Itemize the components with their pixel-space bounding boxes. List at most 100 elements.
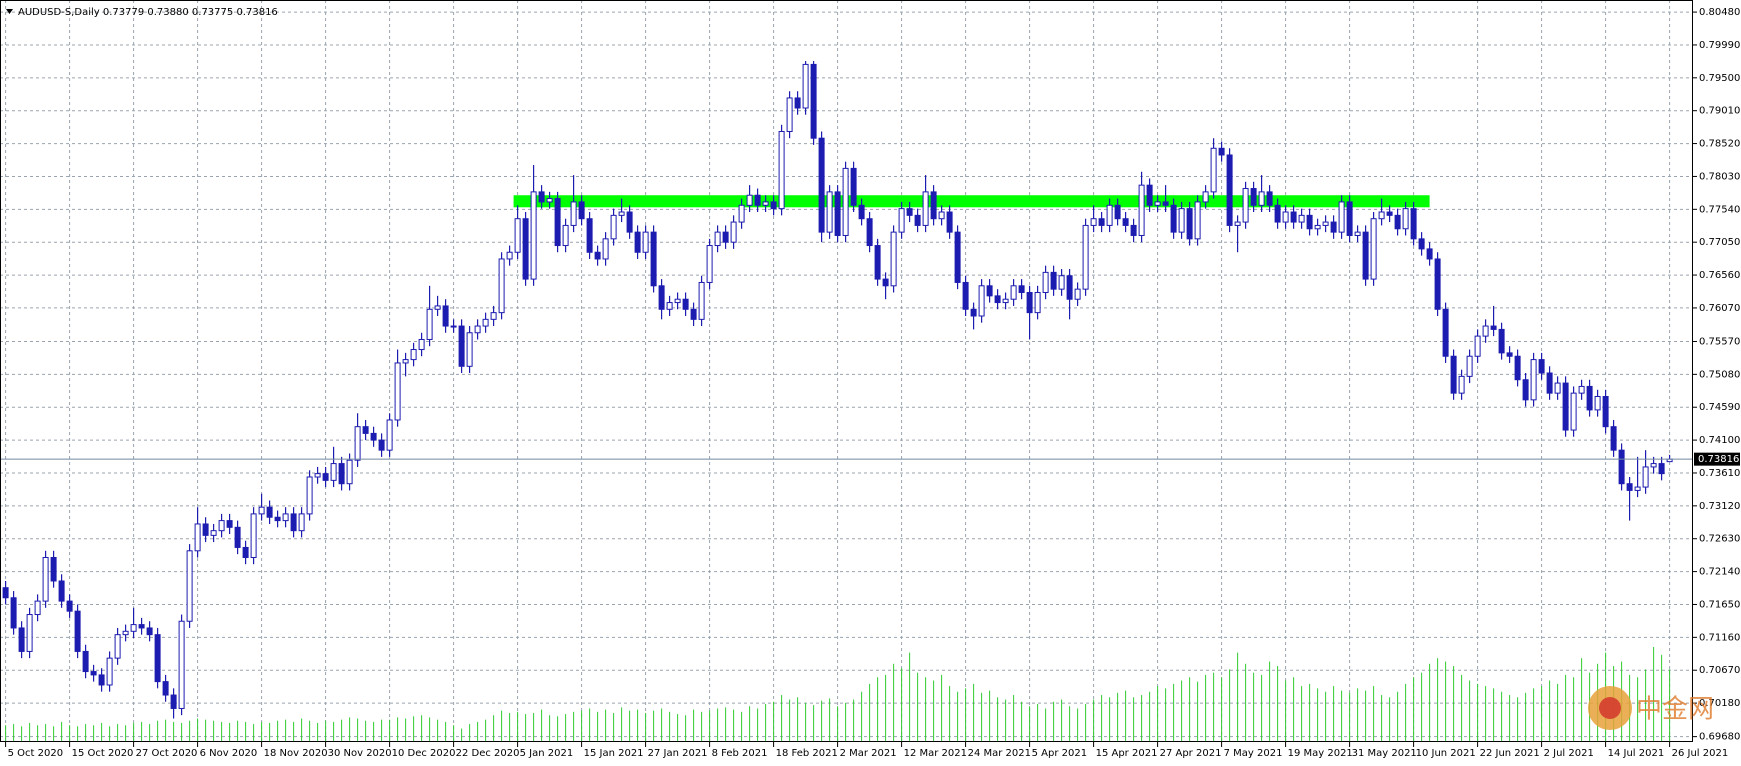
candle-body-up — [1634, 486, 1641, 491]
candle-body-up — [1298, 214, 1305, 223]
y-tick-label: 0.72630 — [1699, 534, 1740, 545]
menu-arrow[interactable] — [6, 9, 13, 14]
candle-body-up — [1474, 335, 1481, 357]
candle-body-down — [1434, 258, 1441, 310]
candle-body-down — [1626, 483, 1633, 491]
candle-body-down — [770, 201, 777, 210]
y-tick-label: 0.73610 — [1699, 468, 1740, 479]
candle-body-down — [1562, 382, 1569, 431]
candle-body-down — [682, 298, 689, 310]
x-tick-label: 18 Feb 2021 — [776, 748, 838, 759]
y-tick-label: 0.70180 — [1699, 698, 1740, 709]
candle-body-down — [1218, 147, 1225, 156]
watermark-logo-inner — [1599, 697, 1621, 719]
candle-body-down — [858, 204, 865, 220]
candle-body-up — [506, 251, 513, 260]
candle-body-up — [546, 198, 553, 203]
candle-body-down — [754, 194, 761, 206]
candle-body-up — [474, 325, 481, 334]
candle-body-down — [962, 281, 969, 310]
candle-body-up — [1042, 271, 1049, 294]
candle-body-up — [402, 359, 409, 364]
candle-body-up — [1466, 355, 1473, 377]
y-tick-label: 0.77540 — [1699, 204, 1740, 215]
candle-body-up — [898, 208, 905, 233]
watermark-text: 中金网 — [1636, 695, 1714, 725]
candle-body-up — [1650, 463, 1657, 468]
candle-body-up — [1178, 208, 1185, 233]
candle-body-up — [106, 657, 113, 686]
x-tick-label: 22 Dec 2020 — [456, 748, 520, 759]
candle-body-up — [1258, 191, 1265, 206]
candle-body-down — [154, 634, 161, 683]
candle-body-up — [1202, 191, 1209, 203]
candle-body-down — [338, 463, 345, 485]
x-tick-label: 18 Nov 2020 — [264, 748, 328, 759]
candle-body-up — [618, 211, 625, 216]
candle-body-down — [1266, 191, 1273, 206]
candle-body-up — [738, 204, 745, 223]
candle-body-down — [242, 546, 249, 559]
candle-body-down — [690, 308, 697, 320]
candle-body-down — [202, 523, 209, 536]
candle-body-up — [698, 281, 705, 320]
candle-body-down — [50, 557, 57, 582]
candle-body-down — [290, 513, 297, 532]
candle-body-up — [786, 97, 793, 132]
candle-body-up — [602, 238, 609, 260]
y-tick-label: 0.78520 — [1699, 139, 1740, 150]
candle-body-down — [1450, 355, 1457, 394]
candle-body-up — [114, 634, 121, 659]
candle-body-down — [914, 214, 921, 226]
bid-label: 0.73816 — [1698, 454, 1739, 465]
candle-body-down — [586, 218, 593, 253]
x-tick-label: 7 May 2021 — [1224, 748, 1283, 759]
candle-body-down — [810, 63, 817, 139]
candle-body-down — [1586, 385, 1593, 411]
candle-body-down — [1602, 395, 1609, 428]
x-tick-label: 31 May 2021 — [1352, 748, 1417, 759]
x-tick-label: 5 Oct 2020 — [8, 748, 63, 759]
candle-body-down — [1290, 211, 1297, 223]
y-tick-label: 0.73120 — [1699, 501, 1740, 512]
candle-body-up — [1242, 188, 1249, 223]
x-tick-label: 15 Apr 2021 — [1096, 748, 1158, 759]
candle-body-up — [34, 600, 41, 616]
candle-body-down — [578, 201, 585, 220]
candle-body-up — [1570, 392, 1577, 431]
candle-body-up — [826, 191, 833, 233]
candle-body-up — [1138, 184, 1145, 236]
candle-body-down — [1394, 214, 1401, 230]
y-tick-label: 0.72140 — [1699, 567, 1740, 578]
candle-body-up — [570, 201, 577, 226]
candle-body-down — [378, 439, 385, 451]
x-tick-label: 12 Mar 2021 — [904, 748, 967, 759]
candle-body-up — [122, 630, 129, 636]
candle-body-up — [1090, 218, 1097, 226]
candle-body-up — [890, 231, 897, 287]
candle-body-up — [1194, 201, 1201, 240]
candle-body-up — [1314, 224, 1321, 230]
x-tick-label: 2 Jul 2021 — [1544, 748, 1594, 759]
candle-body-up — [178, 620, 185, 709]
candle-body-down — [138, 624, 145, 629]
candle-body-down — [226, 520, 233, 528]
candle-body-down — [1618, 449, 1625, 485]
candle-body-down — [1130, 224, 1137, 236]
candle-body-down — [1410, 208, 1417, 240]
candle-body-down — [1186, 208, 1193, 240]
candle-body-up — [530, 191, 537, 280]
zone-layer — [513, 195, 1430, 208]
y-tick-label: 0.76560 — [1699, 270, 1740, 281]
axes: 0.80480 0.79990 0.79500 0.79010 0.78520 0.780… — [0, 7, 1740, 759]
candle-body-up — [1010, 285, 1017, 300]
candle-body-up — [778, 130, 785, 210]
candle-body-down — [1066, 275, 1073, 300]
candle-body-up — [450, 325, 457, 328]
candle-body-up — [426, 308, 433, 340]
x-tick-label: 6 Nov 2020 — [200, 748, 258, 759]
candle-body-down — [1146, 184, 1153, 206]
candle-body-down — [10, 597, 17, 629]
candle-body-down — [1026, 292, 1033, 314]
